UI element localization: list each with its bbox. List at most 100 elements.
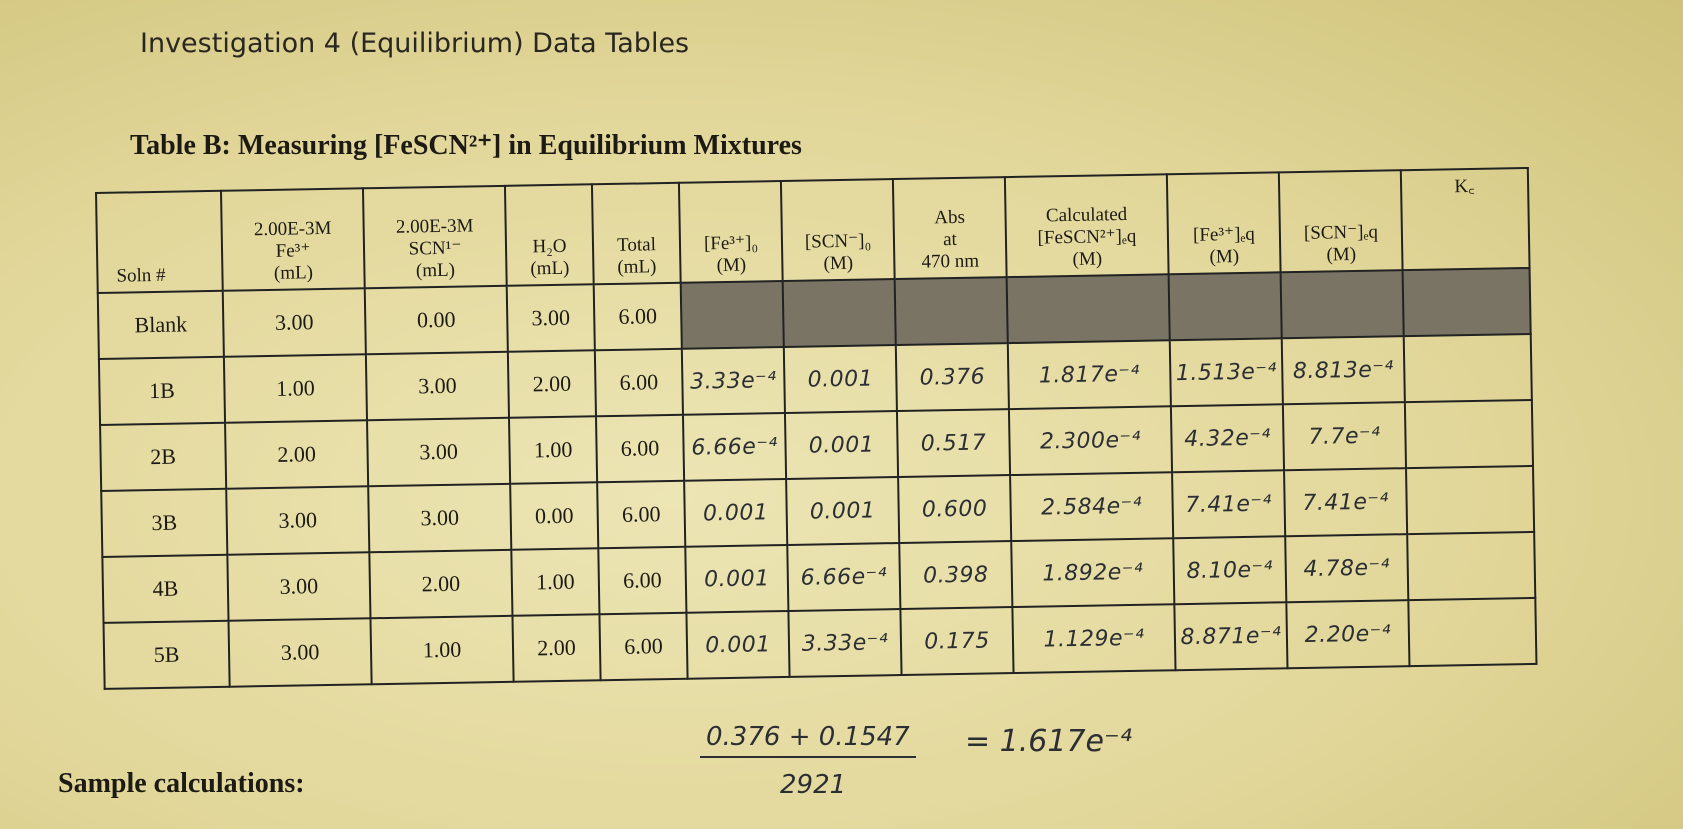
column-header: Soln #	[96, 190, 223, 293]
table-cell: 6.66e⁻⁴	[787, 543, 901, 611]
table-cell: 5B	[103, 620, 230, 689]
header-line: Abs	[934, 207, 966, 229]
table-cell	[1168, 272, 1282, 341]
table-cell: 3.00	[506, 284, 595, 352]
header-line: (M)	[823, 252, 854, 275]
table-cell: 1.00	[509, 416, 598, 484]
table-title: Table B: Measuring [FeSCN²⁺] in Equilibr…	[130, 130, 802, 161]
table-cell	[782, 279, 896, 348]
table-cell	[1402, 267, 1531, 337]
table-cell	[680, 281, 784, 349]
table-cell: 0.376	[895, 343, 1009, 412]
result: = 1.617e⁻⁴	[965, 724, 1132, 759]
header-line: (mL)	[415, 259, 456, 282]
header-line: (M)	[1209, 246, 1240, 268]
table-cell: 2.00	[512, 614, 601, 682]
table-cell: 6.00	[599, 612, 688, 681]
table-cell: 3B	[101, 488, 228, 557]
table-cell	[1408, 597, 1537, 667]
table-cell: 1.892e⁻⁴	[1011, 538, 1175, 608]
table-cell: 0.001	[784, 411, 899, 479]
table-cell: 0.001	[686, 610, 790, 679]
table-cell: 8.813e⁻⁴	[1281, 336, 1405, 405]
table-cell: 0.001	[684, 478, 788, 547]
header-line: [SCN⁻]ₑq	[1303, 221, 1379, 245]
denominator: 2921	[780, 770, 847, 800]
table-cell: 0.600	[898, 475, 1012, 544]
table-cell: 3.00	[368, 483, 512, 553]
table-cell: 7.41e⁻⁴	[1284, 468, 1408, 537]
table-cell: 3.00	[226, 486, 370, 555]
header-line: Calculated	[1045, 204, 1128, 227]
table-cell: 1.00	[223, 354, 368, 423]
numerator: 0.376 + 0.1547	[700, 722, 916, 758]
table-cell: 3.00	[222, 288, 366, 357]
column-header: 2.00E-3M Fe³⁺ (mL)	[220, 188, 365, 291]
column-header: Total (mL)	[591, 182, 681, 285]
table-cell: 6.00	[593, 282, 682, 351]
table-cell: 0.517	[896, 409, 1011, 478]
header-line: (mL)	[273, 262, 314, 285]
header-line: at	[942, 229, 958, 251]
header-line: K꜀	[1454, 175, 1475, 198]
table-cell: 1.129e⁻⁴	[1012, 604, 1176, 674]
table-cell: 3.33e⁻⁴	[681, 347, 785, 415]
table-cell: 3.00	[228, 618, 372, 687]
table-cell	[1280, 270, 1404, 339]
table-cell: 3.00	[227, 552, 371, 621]
table-cell: 2.300e⁻⁴	[1008, 406, 1173, 476]
header-line: (mL)	[530, 257, 570, 280]
table-cell: 6.66e⁻⁴	[682, 412, 787, 481]
table-cell: 0.00	[364, 285, 508, 355]
column-header: [Fe³⁺]ₑq (M)	[1166, 172, 1281, 275]
header-line: [Fe³⁺]ₑq	[1192, 224, 1255, 247]
column-header: [SCN⁻]₀ (M)	[780, 179, 895, 282]
header-line: 470 nm	[921, 250, 980, 273]
table-cell: 4B	[102, 554, 229, 623]
table-cell	[1403, 333, 1532, 403]
table-cell: 1.00	[511, 548, 600, 616]
column-header: Calculated [FeSCN²⁺]ₑq (M)	[1004, 174, 1169, 278]
table-cell	[894, 277, 1008, 346]
sample-label: Sample calculations:	[58, 768, 305, 799]
table-cell: 2B	[100, 422, 227, 491]
table-cell: 3.00	[367, 417, 511, 487]
column-header: 2.00E-3M SCN¹⁻ (mL)	[362, 185, 507, 289]
table-cell: 3.33e⁻⁴	[788, 609, 902, 677]
data-table: Soln #2.00E-3M Fe³⁺ (mL) 2.00E-3M SCN¹⁻ (mL) H…	[95, 167, 1537, 690]
page-title: Investigation 4 (Equilibrium) Data Table…	[140, 28, 690, 59]
header-line: (M)	[1326, 244, 1357, 266]
table-cell: 0.175	[900, 607, 1014, 675]
table-cell	[1006, 274, 1170, 344]
header-line: 2.00E-3M	[253, 218, 332, 241]
column-header: H₂O (mL)	[504, 184, 594, 286]
column-header: K꜀	[1400, 167, 1530, 271]
header-line: (M)	[1072, 248, 1103, 271]
table-cell	[1406, 465, 1535, 535]
table-cell: 2.00	[369, 549, 513, 619]
table-cell: 1B	[98, 356, 226, 425]
header-line: SCN¹⁻	[408, 237, 462, 260]
table-cell: 6.00	[598, 546, 687, 615]
column-header: [Fe³⁺]₀ (M)	[678, 181, 783, 283]
table-cell: 0.001	[783, 345, 897, 413]
table-cell: 0.001	[685, 544, 789, 613]
header-line: H₂O	[532, 236, 567, 258]
table-cell: 2.584e⁻⁴	[1010, 472, 1174, 542]
header-line: [FeSCN²⁺]ₑq	[1037, 226, 1137, 249]
table-cell: 7.41e⁻⁴	[1172, 470, 1286, 539]
table-cell: 0.00	[510, 482, 599, 550]
header-line: Fe³⁺	[275, 240, 311, 263]
column-header: Abs at 470 nm	[892, 177, 1007, 280]
header-line: (mL)	[617, 256, 657, 279]
table-cell: 6.00	[594, 348, 683, 417]
table-cell	[1404, 399, 1533, 469]
table-cell: 3.00	[365, 351, 510, 421]
header-line: 2.00E-3M	[395, 215, 474, 239]
table-cell: 6.00	[597, 480, 686, 549]
table-cell: 4.78e⁻⁴	[1285, 534, 1409, 603]
column-header: [SCN⁻]ₑq (M)	[1278, 170, 1403, 273]
table-cell: 1.513e⁻⁴	[1169, 338, 1283, 407]
header-line: [Fe³⁺]₀	[703, 232, 759, 255]
